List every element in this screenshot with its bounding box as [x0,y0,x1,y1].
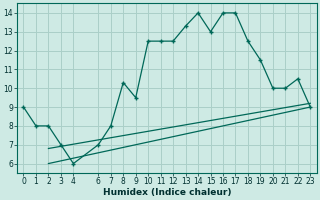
X-axis label: Humidex (Indice chaleur): Humidex (Indice chaleur) [103,188,231,197]
